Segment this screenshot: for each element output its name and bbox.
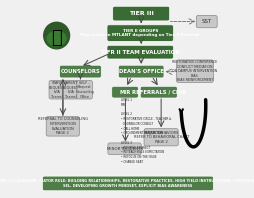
FancyBboxPatch shape	[59, 65, 101, 78]
FancyBboxPatch shape	[107, 25, 173, 41]
Text: TIER II GROUPS
May result in MTLANT depending on Tier II Referral: TIER II GROUPS May result in MTLANT depe…	[80, 29, 199, 37]
Text: COUNSELORS: COUNSELORS	[60, 69, 100, 74]
FancyBboxPatch shape	[196, 15, 216, 28]
FancyBboxPatch shape	[140, 86, 177, 98]
FancyBboxPatch shape	[176, 60, 213, 82]
Text: RESTORATIVE CONFERENCE
CONFLICT MEDIATION
ON CAMPUS INTERVENTION
BIAS
BIAS REINF: RESTORATIVE CONFERENCE CONFLICT MEDIATIO…	[172, 60, 217, 82]
FancyBboxPatch shape	[144, 129, 178, 146]
Text: TIER 1 CLASSROOM - GATOR RULE: BUILDING RELATIONSHIPS, RESTORATIVE PRACTICES, HI: TIER 1 CLASSROOM - GATOR RULE: BUILDING …	[0, 179, 254, 188]
FancyBboxPatch shape	[112, 6, 169, 21]
Text: STAFF
REQUEST
(VIA
Teams): STAFF REQUEST (VIA Teams)	[49, 81, 65, 99]
Text: MINOR INCIDENTS: MINOR INCIDENTS	[106, 147, 142, 151]
Text: SELF -
Request
Counseling
Office: SELF - Request Counseling Office	[75, 81, 93, 99]
Text: MIR: MIR	[119, 90, 130, 95]
Text: 🐊: 🐊	[51, 30, 62, 48]
FancyBboxPatch shape	[111, 86, 138, 98]
Text: SST: SST	[201, 19, 211, 24]
FancyBboxPatch shape	[46, 117, 79, 136]
FancyBboxPatch shape	[49, 80, 64, 99]
Text: TIER II TEAM EVALUATION: TIER II TEAM EVALUATION	[100, 50, 179, 55]
Text: TIER III: TIER III	[128, 11, 153, 16]
FancyBboxPatch shape	[107, 143, 141, 155]
Text: REFERRALS / CDIR: REFERRALS / CDIR	[131, 90, 185, 95]
Text: MAJOR BEHAVIORS
REFER TO BEHAVIORAL CHART
PAGE 2: MAJOR BEHAVIORS REFER TO BEHAVIORAL CHAR…	[133, 131, 188, 144]
Text: DEAN'S OFFICE: DEAN'S OFFICE	[118, 69, 163, 74]
FancyBboxPatch shape	[42, 176, 213, 191]
Text: PARENT
REQUEST
(VIA
Teams): PARENT REQUEST (VIA Teams)	[62, 81, 78, 99]
Circle shape	[43, 22, 69, 49]
Text: REFERRAL TO COUNSELING
INTERVENTION
EVALUATION
PAGE 2: REFERRAL TO COUNSELING INTERVENTION EVAL…	[38, 117, 87, 135]
Ellipse shape	[47, 31, 66, 46]
Text: LEVEL 1
MIR

LEVEL 2
• RESTORATIVE CIRCLE - TEACHER &
  COUNSELOR CONSULT
• CALL: LEVEL 1 MIR LEVEL 2 • RESTORATIVE CIRCLE…	[121, 98, 171, 164]
FancyBboxPatch shape	[107, 45, 173, 59]
FancyBboxPatch shape	[63, 80, 78, 99]
FancyBboxPatch shape	[76, 80, 92, 99]
FancyBboxPatch shape	[118, 65, 163, 78]
